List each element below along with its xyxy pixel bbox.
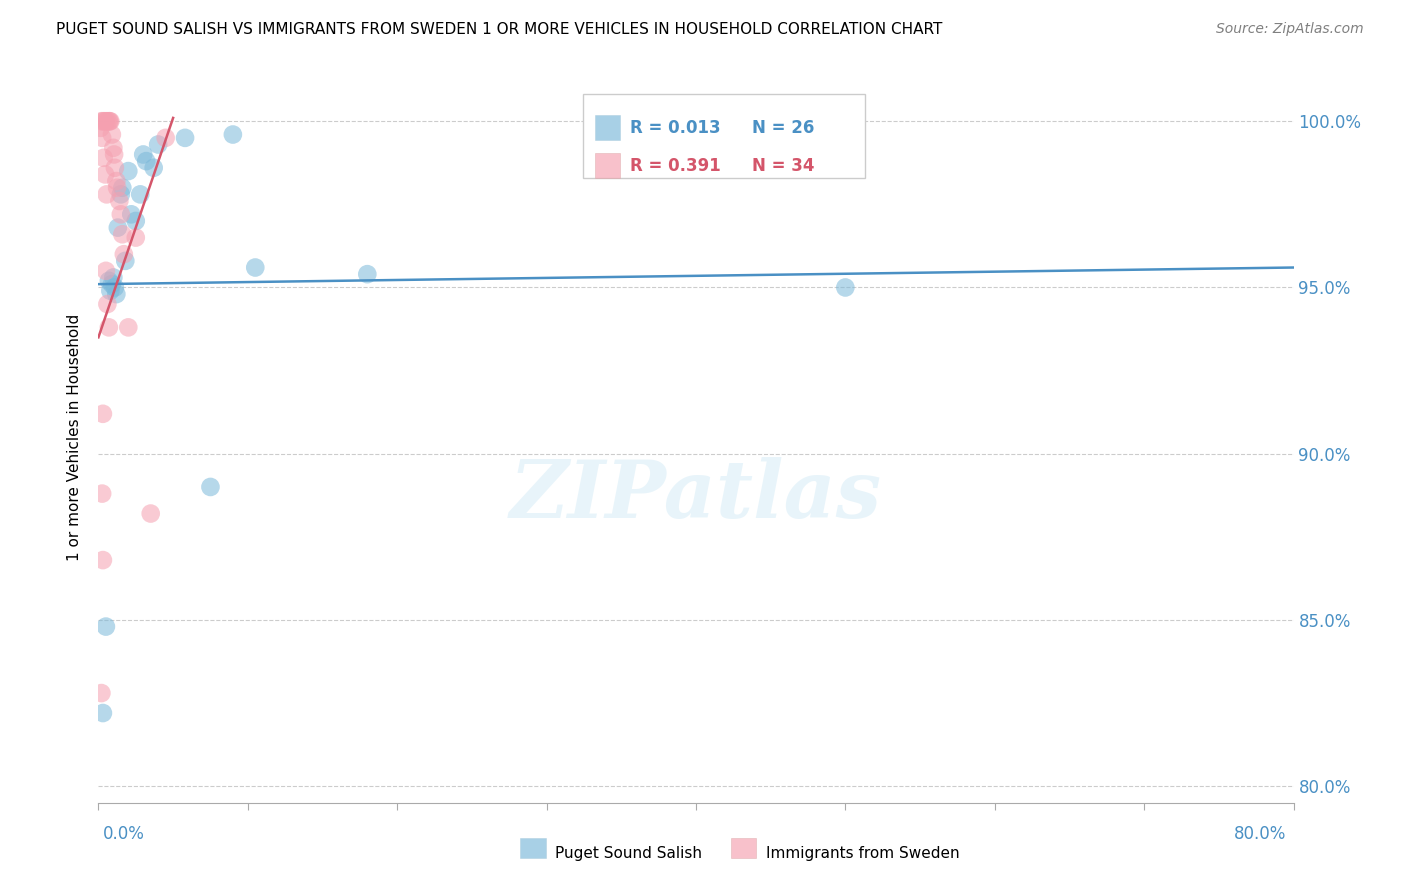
Text: N = 34: N = 34	[752, 157, 814, 175]
Point	[103, 270, 125, 285]
Point	[96, 297, 118, 311]
Point	[96, 187, 118, 202]
Y-axis label: 1 or more Vehicles in Household: 1 or more Vehicles in Household	[67, 313, 83, 561]
Text: Immigrants from Sweden: Immigrants from Sweden	[766, 847, 960, 861]
Point	[93, 151, 115, 165]
Point	[125, 214, 148, 228]
Point	[91, 486, 114, 500]
Text: 0.0%: 0.0%	[103, 825, 145, 843]
Point	[91, 407, 114, 421]
Point	[103, 141, 125, 155]
Point	[105, 174, 128, 188]
Text: Puget Sound Salish: Puget Sound Salish	[555, 847, 703, 861]
Point	[112, 247, 135, 261]
Point	[200, 480, 222, 494]
Point	[97, 114, 120, 128]
Text: Source: ZipAtlas.com: Source: ZipAtlas.com	[1216, 22, 1364, 37]
Text: 80.0%: 80.0%	[1234, 825, 1286, 843]
Point	[93, 114, 115, 128]
Point	[104, 280, 127, 294]
Point	[107, 220, 129, 235]
Point	[90, 114, 112, 128]
Text: ZIPatlas: ZIPatlas	[510, 457, 882, 534]
Text: N = 26: N = 26	[752, 119, 814, 136]
Point	[105, 180, 128, 194]
Point	[90, 686, 112, 700]
Point	[105, 287, 128, 301]
Point	[135, 154, 157, 169]
Point	[155, 131, 177, 145]
Point	[111, 227, 134, 242]
Point	[101, 277, 124, 292]
Point	[91, 553, 114, 567]
Point	[108, 194, 131, 208]
Point	[222, 128, 245, 142]
Point	[104, 161, 127, 175]
Point	[129, 187, 152, 202]
Text: PUGET SOUND SALISH VS IMMIGRANTS FROM SWEDEN 1 OR MORE VEHICLES IN HOUSEHOLD COR: PUGET SOUND SALISH VS IMMIGRANTS FROM SW…	[56, 22, 942, 37]
Point	[125, 230, 148, 244]
Point	[98, 114, 121, 128]
Point	[94, 619, 117, 633]
Point	[148, 137, 170, 152]
Point	[142, 161, 165, 175]
Point	[100, 114, 122, 128]
Text: R = 0.013: R = 0.013	[630, 119, 720, 136]
Point	[245, 260, 267, 275]
Point	[91, 131, 114, 145]
Point	[174, 131, 197, 145]
Point	[91, 706, 114, 720]
Point	[120, 207, 142, 221]
Point	[97, 274, 120, 288]
Point	[110, 207, 132, 221]
Point	[90, 120, 112, 135]
Point	[139, 507, 162, 521]
Point	[94, 264, 117, 278]
Point	[110, 187, 132, 202]
Point	[114, 253, 136, 268]
Point	[94, 114, 117, 128]
Point	[96, 114, 118, 128]
Point	[101, 128, 124, 142]
Point	[97, 320, 120, 334]
Point	[94, 168, 117, 182]
Point	[356, 267, 378, 281]
Point	[103, 147, 125, 161]
Text: R = 0.391: R = 0.391	[630, 157, 721, 175]
Point	[117, 320, 139, 334]
Point	[834, 280, 856, 294]
Point	[111, 180, 134, 194]
Point	[91, 114, 114, 128]
Point	[117, 164, 139, 178]
Point	[100, 284, 122, 298]
Point	[132, 147, 155, 161]
